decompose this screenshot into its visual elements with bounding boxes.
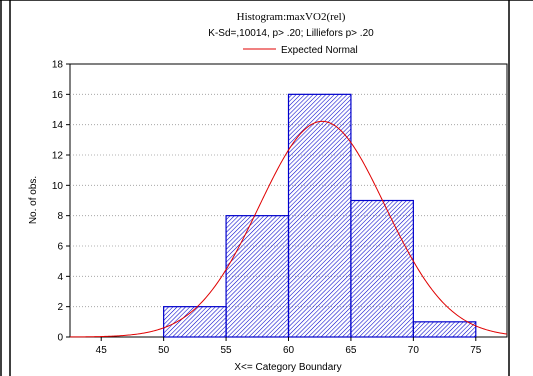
y-tick-label-4: 4 xyxy=(57,272,63,283)
y-axis-label: No. of obs. xyxy=(28,176,39,224)
bar-55-60 xyxy=(225,215,290,338)
bar-70-75 xyxy=(412,321,477,338)
x-axis-label: X<= Category Boundary xyxy=(234,362,341,373)
x-tick-label-55: 55 xyxy=(221,345,233,356)
bar-50-55 xyxy=(163,306,227,338)
x-tick-label-75: 75 xyxy=(470,345,482,356)
y-tick-label-14: 14 xyxy=(52,120,64,131)
expected-normal-line xyxy=(69,120,508,338)
y-axis: 0 2 4 6 8 10 12 14 16 18 xyxy=(52,60,70,344)
y-tick-label-16: 16 xyxy=(52,90,64,101)
legend: Expected Normal xyxy=(243,45,358,56)
y-tick-label-12: 12 xyxy=(52,151,64,162)
y-tick-label-6: 6 xyxy=(57,242,63,253)
y-tick-label-18: 18 xyxy=(52,60,64,71)
x-tick-label-45: 45 xyxy=(96,345,108,356)
y-tick-label-2: 2 xyxy=(57,302,63,313)
normal-curve xyxy=(69,120,508,338)
x-tick-label-50: 50 xyxy=(158,345,170,356)
y-tick-label-10: 10 xyxy=(52,181,64,192)
bar-60-65 xyxy=(287,93,352,338)
bars xyxy=(163,93,477,338)
y-tick-label-8: 8 xyxy=(57,211,63,222)
y-tick-label-0: 0 xyxy=(57,333,63,344)
x-tick-label-70: 70 xyxy=(408,345,420,356)
grid xyxy=(70,93,507,308)
chart-title: Histogram:maxVO2(rel) xyxy=(237,11,346,23)
legend-label-expected-normal: Expected Normal xyxy=(281,45,358,56)
x-tick-label-60: 60 xyxy=(283,345,295,356)
bar-65-70 xyxy=(350,199,414,338)
x-tick-label-65: 65 xyxy=(345,345,357,356)
chart-subtitle: K-Sd=,10014, p> .20; Lilliefors p> .20 xyxy=(208,28,374,39)
x-axis: 45 50 55 60 65 70 75 xyxy=(96,337,482,356)
